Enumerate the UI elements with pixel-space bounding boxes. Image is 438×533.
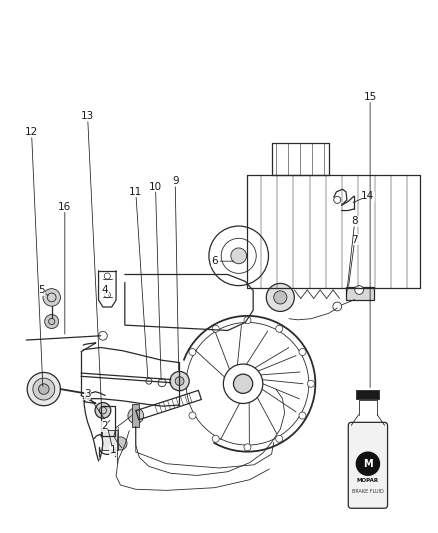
Circle shape [266,284,294,311]
Circle shape [180,380,187,387]
Circle shape [170,372,189,391]
Circle shape [39,384,49,394]
Text: 12: 12 [25,127,38,137]
Circle shape [276,435,283,442]
Circle shape [274,291,287,304]
Circle shape [276,325,283,332]
Circle shape [189,412,196,419]
Text: 4: 4 [102,286,109,295]
FancyBboxPatch shape [357,390,379,399]
Text: 10: 10 [149,182,162,191]
Circle shape [307,380,314,387]
Text: 9: 9 [172,176,179,186]
Circle shape [299,412,306,419]
Circle shape [128,408,144,424]
Text: MOPAR: MOPAR [357,478,379,483]
FancyBboxPatch shape [102,430,118,450]
Circle shape [233,374,253,393]
Circle shape [355,286,364,294]
Text: M: M [363,459,373,469]
Text: 7: 7 [351,235,358,245]
Text: 3: 3 [84,390,91,399]
Circle shape [231,248,247,264]
Text: 2: 2 [101,422,108,431]
Circle shape [33,378,55,400]
Circle shape [189,349,196,356]
Circle shape [244,444,251,451]
Text: 13: 13 [81,111,94,121]
Circle shape [114,437,127,450]
Circle shape [212,325,219,332]
Text: 14: 14 [361,191,374,201]
FancyBboxPatch shape [348,422,388,508]
Text: 5: 5 [38,286,45,295]
Text: 8: 8 [351,216,358,226]
Text: 15: 15 [364,92,377,102]
Circle shape [175,377,184,385]
Circle shape [299,349,306,356]
Circle shape [356,451,380,476]
Circle shape [146,378,152,384]
Circle shape [95,402,111,418]
Text: 1: 1 [110,446,117,455]
Text: 16: 16 [58,202,71,212]
Circle shape [244,317,251,324]
Text: 6: 6 [211,256,218,266]
Circle shape [27,373,60,406]
Bar [132,404,139,427]
Circle shape [45,314,59,328]
Bar [346,287,374,300]
Circle shape [158,379,166,386]
Text: BRAKE FLUID: BRAKE FLUID [352,489,384,494]
Circle shape [212,435,219,442]
Text: 11: 11 [129,187,142,197]
Circle shape [43,289,60,306]
